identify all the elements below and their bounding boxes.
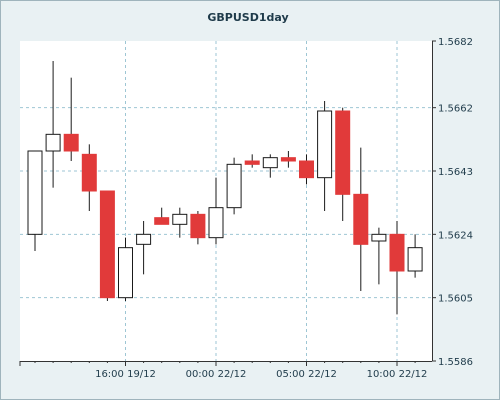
- y-tick-label: 1.5682: [438, 37, 473, 48]
- candle-body: [136, 233, 152, 245]
- candle-body: [190, 213, 206, 239]
- candle-body: [244, 160, 260, 165]
- candle-body: [172, 213, 188, 225]
- candle-body: [63, 133, 79, 152]
- plot-area: [20, 41, 432, 361]
- candle-body: [299, 160, 314, 179]
- candle-body: [407, 247, 423, 272]
- candle-body: [81, 153, 97, 192]
- candle-body: [262, 157, 278, 169]
- candle-body: [154, 217, 170, 225]
- x-axis-ticks: 16:00 19/12 00:00 22/12 05:00 22/12 10:00 2…: [95, 369, 427, 380]
- candle-up: [371, 227, 387, 285]
- candle-down: [280, 151, 296, 168]
- candle-body: [389, 233, 405, 272]
- candle-body: [371, 233, 387, 242]
- candle-body: [226, 163, 242, 209]
- candle-body: [335, 110, 351, 195]
- y-axis-ticks: 1.5586 1.5605 1.5624 1.5643 1.5662 1.5682: [438, 37, 473, 368]
- candle-up: [407, 234, 423, 278]
- candle-down: [99, 190, 115, 301]
- x-tick-label: 10:00 22/12: [367, 369, 428, 380]
- candle-up: [317, 101, 333, 211]
- candle-body: [353, 193, 369, 245]
- axes: [19, 40, 436, 366]
- x-tick-label: 00:00 22/12: [186, 369, 247, 380]
- candles-layer: [27, 61, 423, 315]
- y-tick-label: 1.5586: [438, 357, 473, 368]
- x-tick-label: 16:00 19/12: [95, 369, 156, 380]
- candle-body: [317, 110, 333, 179]
- candle-up: [27, 150, 43, 251]
- candle-down: [190, 211, 206, 245]
- candle-down: [299, 154, 314, 185]
- y-tick-label: 1.5662: [438, 104, 473, 115]
- candle-up: [45, 61, 61, 188]
- chart-title: GBPUSD1day: [207, 11, 288, 24]
- y-tick-label: 1.5624: [438, 230, 473, 241]
- candle-down: [81, 144, 97, 211]
- candle-body: [118, 247, 133, 299]
- candle-body: [27, 150, 43, 235]
- candle-down: [154, 207, 170, 225]
- x-tick-label: 05:00 22/12: [276, 369, 337, 380]
- candle-down: [335, 107, 351, 221]
- y-tick-label: 1.5605: [438, 294, 473, 305]
- candle-up: [226, 157, 242, 215]
- candle-down: [63, 77, 79, 161]
- candle-up: [118, 237, 133, 301]
- candle-body: [99, 190, 115, 299]
- y-tick-label: 1.5643: [438, 167, 473, 178]
- candle-up: [262, 154, 278, 178]
- candle-body: [280, 157, 296, 162]
- candle-up: [136, 221, 152, 275]
- candle-body: [45, 133, 61, 152]
- candle-body: [208, 207, 224, 239]
- candle-down: [389, 221, 405, 315]
- candle-up: [172, 207, 188, 238]
- candle-down: [244, 154, 260, 168]
- candle-down: [353, 147, 369, 291]
- candle-up: [208, 177, 224, 245]
